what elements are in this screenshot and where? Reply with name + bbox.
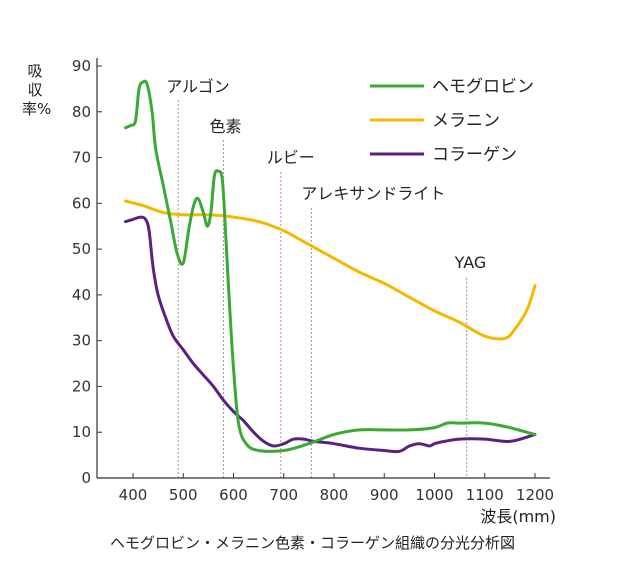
legend-label: メラニン bbox=[432, 111, 500, 131]
y-tick-label: 60 bbox=[72, 194, 91, 212]
x-tick-label: 600 bbox=[219, 486, 248, 504]
y-tick-label: 0 bbox=[81, 469, 91, 487]
y-tick-label: 50 bbox=[72, 240, 91, 258]
y-tick-label: 80 bbox=[72, 103, 91, 121]
y-tick-label: 20 bbox=[72, 377, 91, 395]
x-tick-label: 900 bbox=[370, 486, 399, 504]
x-tick-label: 1000 bbox=[415, 486, 453, 504]
annotation-label: 色素 bbox=[209, 117, 241, 136]
series-line-2 bbox=[124, 215, 537, 454]
annotation-label: YAG bbox=[454, 253, 487, 272]
x-tick-label: 400 bbox=[119, 486, 148, 504]
series-line-0 bbox=[124, 79, 537, 453]
annotation-label: アレキサンドライト bbox=[301, 184, 445, 203]
axes: 0 10 20 30 40 50 60 70 80 90 400 500 600 700 800 900 100… bbox=[72, 57, 556, 526]
series-line-1 bbox=[124, 199, 537, 341]
x-axis-label: 波長(mm) bbox=[480, 507, 556, 526]
y-tick-label: 70 bbox=[72, 149, 91, 167]
annotation-label: アルゴン bbox=[166, 77, 230, 96]
y-axis-label: 吸収率% bbox=[22, 62, 52, 118]
y-tick-label: 10 bbox=[72, 423, 91, 441]
legend-label: コラーゲン bbox=[432, 145, 517, 165]
x-tick-label: 800 bbox=[320, 486, 349, 504]
chart-caption: ヘモグロビン・メラニン色素・コラーゲン組織の分光分析図 bbox=[109, 534, 515, 552]
annotation-label: ルビー bbox=[267, 148, 315, 167]
x-tick-label: 1100 bbox=[466, 486, 504, 504]
x-tick-label: 500 bbox=[169, 486, 198, 504]
series-lines bbox=[124, 79, 537, 454]
y-tick-label: 30 bbox=[72, 332, 91, 350]
y-tick-label: 40 bbox=[72, 286, 91, 304]
annotation-lines bbox=[177, 100, 468, 478]
x-tick-label: 1200 bbox=[516, 486, 554, 504]
x-tick-label: 700 bbox=[269, 486, 298, 504]
y-tick-label: 90 bbox=[72, 57, 91, 75]
legend-label: ヘモグロビン bbox=[432, 77, 534, 97]
